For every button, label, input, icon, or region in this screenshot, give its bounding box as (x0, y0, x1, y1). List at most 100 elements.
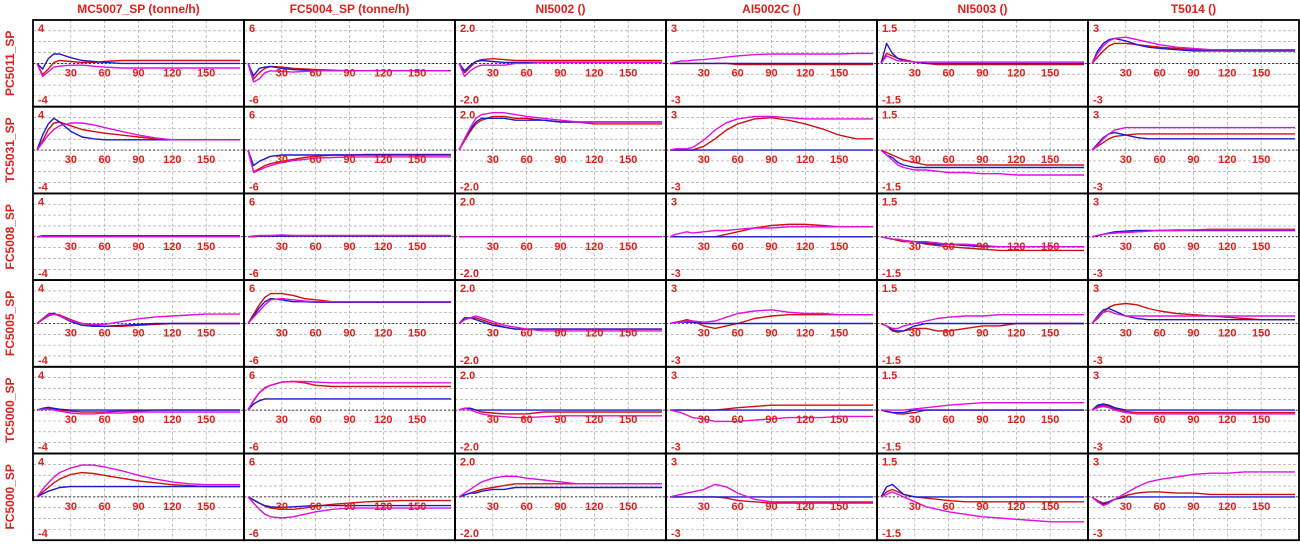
series-line-blue (880, 322, 1084, 332)
x-tick-label: 90 (1187, 67, 1199, 79)
x-tick-label: 120 (374, 241, 392, 253)
x-tick-label: 90 (132, 67, 144, 79)
x-tick-label: 120 (796, 241, 814, 253)
x-tick-label: 150 (1252, 327, 1270, 339)
subplot-cell: 30 60 90 120 150 2.0 -2.0 (454, 452, 667, 542)
x-tick-label: 60 (99, 154, 111, 166)
x-tick-label: 30 (698, 154, 710, 166)
subplot-cell: 30 60 90 120 150 3 -3 (665, 452, 878, 542)
x-tick-label: 30 (909, 241, 921, 253)
y-min-label: -3 (671, 95, 681, 107)
x-tick-label: 60 (732, 501, 744, 513)
x-tick-label: 120 (163, 67, 181, 79)
y-min-label: -2.0 (460, 528, 479, 540)
x-tick-label: 120 (163, 327, 181, 339)
x-tick-label: 150 (1041, 327, 1059, 339)
x-tick-label: 120 (163, 414, 181, 426)
x-tick-label: 120 (1218, 501, 1236, 513)
series-line-blue (36, 485, 240, 498)
series-line-blue (247, 496, 451, 509)
series-line-red (880, 236, 1084, 252)
x-tick-label: 150 (619, 241, 637, 253)
subplot-cell: 30 60 90 120 150 4 -4 (32, 365, 245, 455)
column-titles: MC5007_SP (tonne/h) FC5004_SP (tonne/h) NI… (77, 2, 1216, 16)
x-tick-label: 30 (909, 327, 921, 339)
subplot-cell: 30 60 90 120 150 2.0 -2.0 (454, 19, 667, 108)
x-tick-label: 90 (765, 501, 777, 513)
y-max-label: 2.0 (460, 457, 475, 469)
y-max-label: 3 (671, 370, 677, 382)
x-tick-label: 30 (487, 67, 499, 79)
subplot-cell: 30 60 90 120 150 3 -3 (665, 365, 878, 455)
x-tick-label: 90 (343, 67, 355, 79)
x-tick-label: 90 (554, 241, 566, 253)
x-tick-label: 30 (65, 501, 77, 513)
series-line-magenta (880, 491, 1084, 523)
y-min-label: -3 (1093, 95, 1103, 107)
series-line-magenta (669, 309, 873, 325)
subplot-cell: 30 60 90 120 150 1.5 -1.5 (876, 452, 1089, 542)
y-min-label: -6 (249, 181, 259, 193)
x-tick-label: 60 (943, 241, 955, 253)
x-tick-label: 30 (909, 154, 921, 166)
x-tick-label: 90 (765, 67, 777, 79)
x-tick-label: 150 (1252, 241, 1270, 253)
x-tick-label: 30 (65, 414, 77, 426)
x-tick-label: 30 (1120, 501, 1132, 513)
y-min-label: -3 (1093, 442, 1103, 454)
y-max-label: 4 (38, 283, 45, 295)
y-max-label: 1.5 (882, 283, 897, 295)
y-max-label: 6 (249, 23, 255, 35)
y-max-label: 3 (1093, 283, 1099, 295)
series-line-magenta (247, 496, 451, 519)
series-line-blue (669, 321, 873, 325)
x-tick-label: 120 (1007, 67, 1025, 79)
x-tick-label: 30 (487, 241, 499, 253)
y-max-label: 3 (1093, 370, 1099, 382)
row-titles: PC5011_SP TC5031_SP FC5008_SP FC5005_SP TC50… (3, 31, 17, 530)
x-tick-label: 30 (1120, 414, 1132, 426)
x-tick-label: 90 (1187, 241, 1199, 253)
x-tick-label: 90 (976, 67, 988, 79)
y-max-label: 4 (38, 196, 45, 208)
x-tick-label: 120 (585, 501, 603, 513)
x-tick-label: 30 (276, 154, 288, 166)
x-tick-label: 120 (374, 414, 392, 426)
subplot-cell: 30 60 90 120 150 3 -3 (665, 279, 878, 368)
subplot-cell: 30 60 90 120 150 4 -4 (32, 279, 245, 368)
subplot-cell: 30 60 90 120 150 1.5 -1.5 (876, 365, 1089, 455)
column-title: NI5002 () (535, 2, 585, 16)
x-tick-label: 90 (765, 414, 777, 426)
subplot-cell: 30 60 90 120 150 4 -4 (32, 452, 245, 542)
x-tick-label: 150 (830, 154, 848, 166)
y-max-label: 3 (1093, 110, 1099, 122)
x-tick-label: 60 (521, 67, 533, 79)
y-min-label: -4 (38, 528, 49, 540)
series-line-magenta (458, 407, 662, 419)
x-tick-label: 30 (276, 501, 288, 513)
series-line-red (36, 59, 240, 76)
x-tick-label: 150 (408, 327, 426, 339)
y-min-label: -3 (671, 268, 681, 280)
x-tick-label: 150 (1041, 501, 1059, 513)
x-tick-label: 90 (976, 154, 988, 166)
y-min-label: -3 (1093, 268, 1103, 280)
series-line-red (1091, 404, 1295, 414)
x-tick-label: 150 (619, 154, 637, 166)
x-tick-label: 150 (619, 67, 637, 79)
series-line-magenta (1091, 126, 1295, 151)
x-tick-label: 30 (276, 414, 288, 426)
subplot-cell: 30 60 90 120 150 1.5 -1.5 (876, 279, 1089, 368)
series-line-magenta (880, 236, 1084, 248)
subplot-cell: 30 60 90 120 150 6 -6 (243, 279, 456, 368)
y-min-label: -6 (249, 355, 259, 367)
series-line-magenta (881, 402, 1084, 411)
series-line-blue (1091, 37, 1295, 64)
x-tick-label: 150 (408, 241, 426, 253)
x-tick-label: 60 (1154, 501, 1166, 513)
x-tick-label: 60 (943, 414, 955, 426)
x-tick-label: 150 (197, 154, 215, 166)
column-title: NI5003 () (957, 2, 1007, 16)
x-tick-label: 120 (374, 154, 392, 166)
subplot-cell: 30 60 90 120 150 4 -4 (32, 105, 245, 195)
